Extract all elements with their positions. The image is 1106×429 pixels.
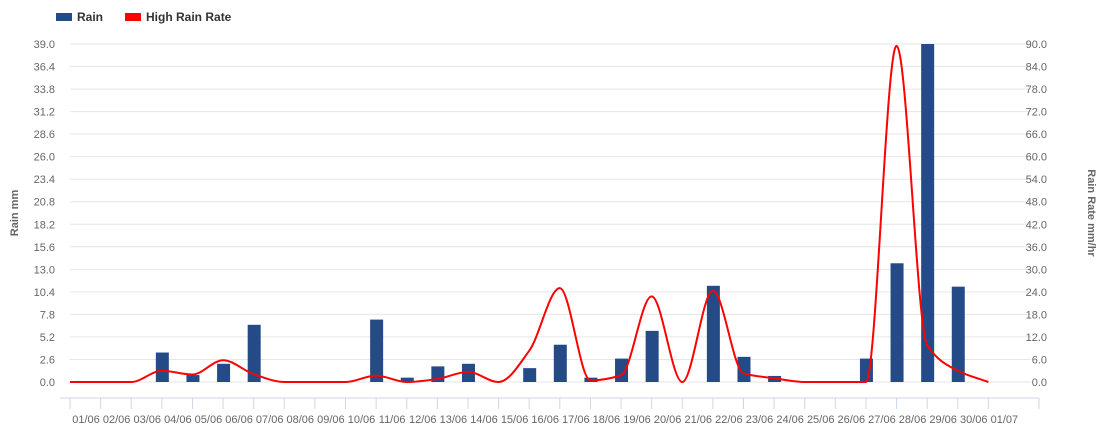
x-tick-label: 12/06	[409, 414, 437, 426]
rain-bar	[737, 356, 751, 382]
y-right-tick-label: 12.0	[1026, 332, 1047, 344]
x-tick-label: 02/06	[103, 414, 131, 426]
rain-bar	[553, 344, 567, 382]
x-tick-label: 26/06	[838, 414, 866, 426]
x-tick-label: 16/06	[531, 414, 559, 426]
y-left-tick-label: 18.2	[34, 219, 55, 231]
y-right-tick-label: 18.0	[1026, 309, 1047, 321]
legend-label-high-rain-rate: High Rain Rate	[146, 10, 232, 24]
x-tick-label: 27/06	[868, 414, 896, 426]
y-right-tick-label: 72.0	[1026, 107, 1047, 119]
y-right-tick-label: 84.0	[1026, 62, 1047, 74]
y-left-tick-label: 36.4	[34, 62, 55, 74]
x-tick-label: 28/06	[899, 414, 927, 426]
y-left-tick-label: 39.0	[34, 39, 55, 51]
x-tick-label: 20/06	[654, 414, 682, 426]
y-right-tick-label: 78.0	[1026, 84, 1047, 96]
y-left-tick-label: 13.0	[34, 264, 55, 276]
legend-label-rain: Rain	[77, 10, 104, 24]
x-tick-label: 06/06	[225, 414, 253, 426]
rain-bar	[186, 375, 200, 382]
x-tick-label: 01/06	[72, 414, 100, 426]
y-right-tick-label: 54.0	[1026, 174, 1047, 186]
x-tick-label: 09/06	[317, 414, 345, 426]
x-tick-label: 01/07	[991, 414, 1019, 426]
x-tick-label: 04/06	[164, 414, 192, 426]
y-right-tick-label: 66.0	[1026, 129, 1047, 141]
rain-bar	[951, 286, 965, 382]
legend-item-high-rain-rate[interactable]: High Rain Rate	[125, 10, 231, 24]
rain-bar	[461, 363, 475, 382]
x-tick-label: 24/06	[776, 414, 804, 426]
y-left-tick-label: 15.6	[34, 242, 55, 254]
x-tick-label: 05/06	[195, 414, 223, 426]
x-tick-label: 23/06	[746, 414, 774, 426]
legend-item-rain[interactable]: Rain	[56, 10, 103, 24]
rain-bar	[217, 363, 231, 382]
y-right-tick-label: 42.0	[1026, 219, 1047, 231]
x-tick-label: 30/06	[960, 414, 988, 426]
chart-legend: Rain High Rain Rate	[56, 10, 231, 24]
rain-bar	[645, 330, 659, 382]
x-tick-label: 19/06	[623, 414, 651, 426]
legend-swatch-rain	[56, 13, 72, 21]
x-tick-label: 17/06	[562, 414, 590, 426]
legend-swatch-high-rain-rate	[125, 13, 142, 21]
y-left-tick-label: 28.6	[34, 129, 55, 141]
rain-bar	[370, 319, 384, 382]
y-left-tick-label: 0.0	[40, 377, 55, 389]
y-right-axis-title: Rain Rate mm/hr	[1085, 169, 1097, 257]
rain-bar	[523, 368, 537, 382]
x-tick-label: 08/06	[287, 414, 315, 426]
y-right-tick-label: 60.0	[1026, 152, 1047, 164]
x-tick-label: 25/06	[807, 414, 835, 426]
rain-bar	[247, 324, 261, 382]
y-right-tick-label: 48.0	[1026, 197, 1047, 209]
y-right-tick-label: 30.0	[1026, 264, 1047, 276]
y-right-tick-label: 6.0	[1032, 354, 1047, 366]
x-tick-label: 15/06	[501, 414, 529, 426]
y-left-axis-title: Rain mm	[9, 190, 21, 237]
y-left-tick-label: 7.8	[40, 309, 55, 321]
y-right-tick-label: 90.0	[1026, 39, 1047, 51]
y-left-tick-label: 33.8	[34, 84, 55, 96]
y-right-tick-label: 36.0	[1026, 242, 1047, 254]
y-left-tick-label: 31.2	[34, 107, 55, 119]
y-left-tick-label: 20.8	[34, 197, 55, 209]
x-tick-label: 22/06	[715, 414, 743, 426]
rain-bar	[155, 352, 169, 382]
rain-rate-line	[70, 44, 989, 384]
rain-bar	[921, 44, 935, 382]
x-tick-label: 13/06	[440, 414, 468, 426]
y-left-tick-label: 10.4	[34, 287, 55, 299]
rain-bar	[706, 285, 720, 382]
x-tick-label: 18/06	[593, 414, 621, 426]
x-tick-label: 21/06	[684, 414, 712, 426]
y-left-tick-label: 26.0	[34, 152, 55, 164]
x-tick-label: 14/06	[470, 414, 498, 426]
x-tick-label: 07/06	[256, 414, 284, 426]
y-left-tick-label: 5.2	[40, 332, 55, 344]
x-tick-label: 29/06	[929, 414, 957, 426]
x-tick-label: 10/06	[348, 414, 376, 426]
y-left-tick-label: 2.6	[40, 354, 55, 366]
rain-bar	[890, 263, 904, 382]
y-right-tick-label: 0.0	[1032, 377, 1047, 389]
x-tick-label: 03/06	[133, 414, 161, 426]
rain-bar	[400, 377, 414, 382]
y-right-tick-label: 24.0	[1026, 287, 1047, 299]
y-left-tick-label: 23.4	[34, 174, 55, 186]
x-tick-label: 11/06	[379, 414, 406, 426]
